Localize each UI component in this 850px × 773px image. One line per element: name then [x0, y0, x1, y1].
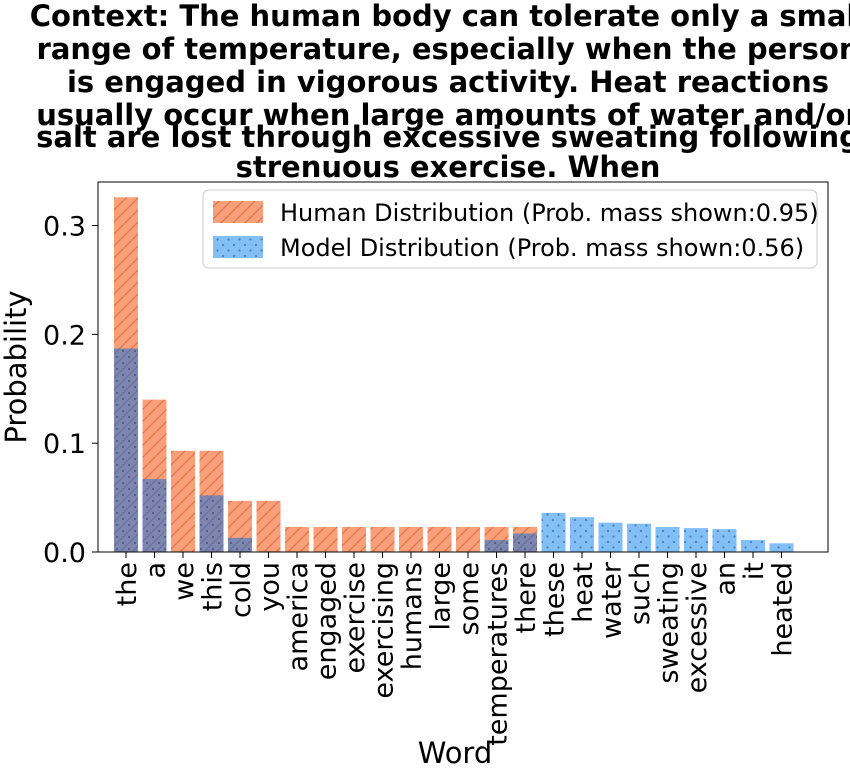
bar-model-sweating: [655, 526, 680, 552]
bars-layer: [114, 197, 794, 552]
legend-swatch-human: [213, 201, 263, 223]
x-tick-label-some: some: [454, 562, 485, 636]
x-tick-label-cold: cold: [226, 562, 257, 618]
bar-human-america: [285, 526, 309, 552]
title-line-3: is engaged in vigorous activity. Heat re…: [67, 65, 829, 99]
bar-model-excessive: [684, 528, 708, 552]
x-axis-ticks: theawethiscoldyouamericaengagedexercisee…: [112, 552, 799, 746]
x-tick-label-exercising: exercising: [369, 562, 400, 699]
x-tick-label-the: the: [112, 562, 143, 606]
x-tick-label-such: such: [625, 562, 656, 625]
bar-model-temperatures: [484, 540, 509, 552]
legend-box: [202, 189, 818, 269]
y-axis-label: Probability: [0, 290, 33, 443]
bar-human-some: [456, 526, 480, 552]
x-tick-label-exercise: exercise: [340, 562, 371, 673]
bar-human-you: [256, 500, 281, 552]
title-line-4: usually occur when large amounts of wate…: [36, 98, 850, 132]
plot-frame: [97, 181, 829, 553]
bar-model-heat: [570, 517, 594, 552]
bar-model-these: [541, 512, 566, 552]
y-tick-label-2: 0.2: [43, 320, 86, 351]
bar-human-we: [171, 450, 195, 552]
bar-human-exercising: [370, 526, 395, 552]
x-tick-label-there: there: [511, 562, 542, 633]
title-line-2: range of temperature, especially when th…: [37, 32, 850, 66]
bar-human-large: [427, 526, 452, 552]
legend-label-human: Human Distribution (Prob. mass shown:0.9…: [280, 199, 819, 227]
legend-swatch-model: [213, 236, 263, 258]
x-tick-label-this: this: [198, 562, 229, 611]
bar-human-engaged: [313, 526, 338, 552]
bar-human-exercise: [342, 526, 366, 552]
x-tick-label-water: water: [597, 561, 628, 639]
title-line-6: strenuous exercise. When: [236, 150, 661, 184]
y-tick-label-3: 0.3: [43, 212, 86, 243]
bar-model-water: [598, 522, 623, 552]
x-tick-label-america: america: [283, 562, 314, 671]
x-tick-label-it: it: [739, 562, 770, 580]
bar-model-cold: [228, 537, 252, 552]
y-tick-label-0: 0.0: [43, 538, 86, 569]
x-tick-label-a: a: [141, 562, 172, 579]
bar-human-humans: [399, 526, 423, 552]
x-tick-label-engaged: engaged: [312, 562, 343, 680]
bar-model-a: [142, 479, 167, 552]
legend: Human Distribution (Prob. mass shown:0.9…: [202, 189, 819, 269]
x-tick-label-sweating: sweating: [654, 562, 685, 684]
x-tick-label-heated: heated: [768, 562, 799, 657]
x-tick-label-excessive: excessive: [682, 562, 713, 693]
bar-model-such: [627, 523, 651, 552]
bar-model-this: [199, 495, 224, 552]
x-tick-label-we: we: [169, 562, 200, 601]
title-line-5: salt are lost through excessive sweating…: [36, 120, 850, 154]
x-axis-label: Word: [418, 736, 493, 770]
bar-model-an: [712, 529, 737, 552]
title-line-1: Context: The human body can tolerate onl…: [30, 0, 850, 33]
x-tick-label-you: you: [255, 562, 286, 612]
y-tick-label-1: 0.1: [43, 429, 86, 460]
x-tick-label-an: an: [711, 562, 742, 596]
bar-model-there: [513, 533, 537, 552]
chart-title: Context: The human body can tolerate onl…: [30, 0, 850, 184]
x-tick-label-temperatures: temperatures: [483, 562, 514, 746]
bar-model-heated: [769, 543, 794, 552]
x-tick-label-these: these: [540, 562, 571, 637]
x-tick-label-large: large: [426, 562, 457, 630]
x-tick-label-heat: heat: [568, 562, 599, 623]
y-axis-ticks: 0.0 0.1 0.2 0.3: [43, 212, 98, 569]
legend-label-model: Model Distribution (Prob. mass shown:0.5…: [280, 234, 804, 262]
bar-model-the: [114, 348, 138, 552]
x-tick-label-humans: humans: [397, 562, 428, 670]
bar-model-it: [741, 540, 765, 552]
